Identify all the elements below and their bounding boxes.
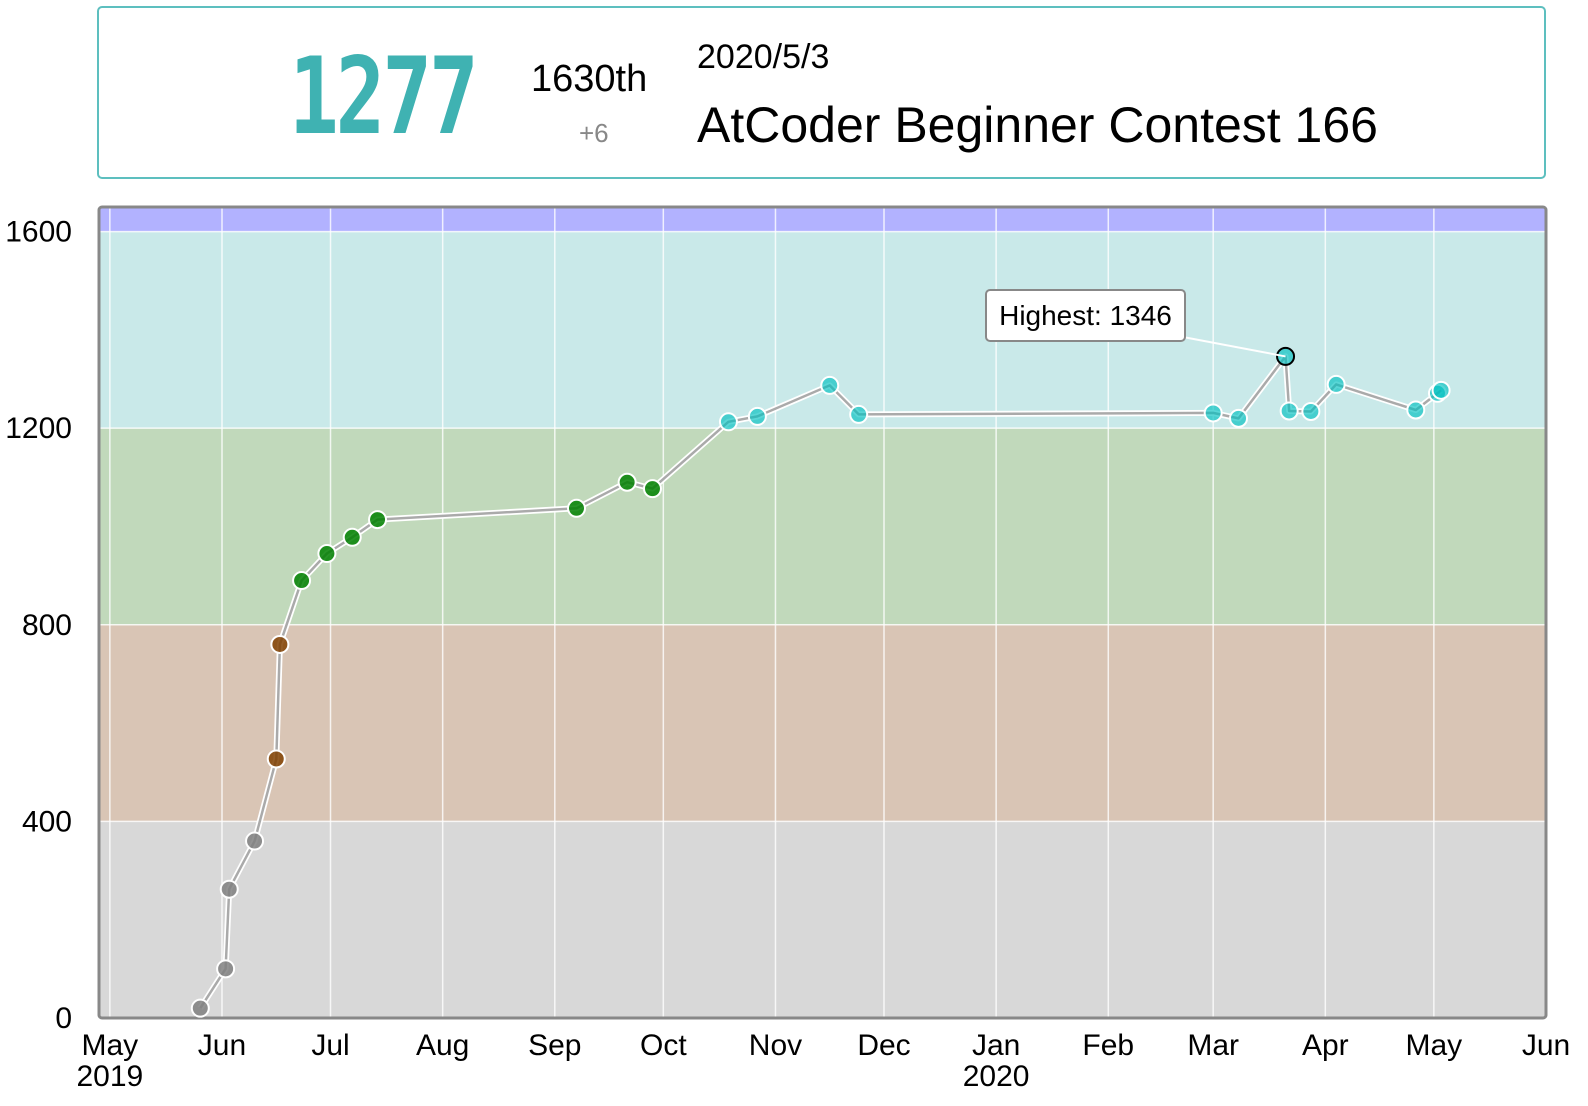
x-tick-year-label: 2019: [76, 1060, 143, 1093]
x-tick-label: Aug: [416, 1029, 469, 1062]
x-tick-label: Mar: [1187, 1029, 1239, 1062]
rating-diff: +6: [579, 118, 609, 148]
rating-point: [190, 998, 210, 1018]
rating-band-2: [99, 428, 1546, 625]
highest-annotation-box: [985, 289, 1186, 342]
y-tick-label: 1600: [5, 216, 72, 249]
rating-point: [1229, 408, 1249, 428]
rating-point: [642, 479, 662, 499]
x-tick-label: Sep: [528, 1029, 581, 1062]
y-tick-label: 800: [22, 609, 72, 642]
x-tick-label: Jul: [311, 1029, 349, 1062]
rating-band-1: [99, 624, 1546, 822]
rating-point: [1279, 401, 1299, 421]
x-tick-year-label: 2020: [963, 1060, 1030, 1093]
rating-point: [342, 527, 362, 547]
highest-annotation-text: Highest: 1346: [999, 300, 1172, 331]
rating-point: [245, 831, 265, 851]
rating-point: [820, 375, 840, 395]
contest-name: AtCoder Beginner Contest 166: [697, 97, 1378, 153]
x-tick-label: Dec: [857, 1029, 910, 1062]
rating-point: [718, 412, 738, 432]
rating-point: [219, 879, 239, 899]
x-tick-label: Apr: [1302, 1029, 1349, 1062]
x-tick-label: Nov: [749, 1029, 802, 1062]
rating-point: [747, 406, 767, 426]
rating-point: [1406, 400, 1426, 420]
rating-band-3: [99, 231, 1546, 429]
rating-point: [1431, 380, 1451, 400]
y-tick-label: 0: [55, 1002, 72, 1035]
rating-band-0: [99, 821, 1546, 1018]
rating-point: [1203, 403, 1223, 423]
rating-point: [567, 498, 587, 518]
current-rating: 1277: [289, 35, 479, 158]
contest-date: 2020/5/3: [697, 38, 830, 76]
rating-point: [617, 472, 637, 492]
x-tick-label: May: [82, 1029, 139, 1062]
plot-border: [97, 205, 1548, 1020]
x-tick-label: Jan: [972, 1029, 1020, 1062]
contest-rank: 1630th: [531, 58, 648, 100]
x-tick-label: Feb: [1082, 1029, 1134, 1062]
x-tick-label: Jun: [198, 1029, 246, 1062]
annotation-connector: [1182, 336, 1286, 358]
rating-point: [1326, 374, 1346, 394]
rating-point: [292, 571, 312, 591]
y-tick-label: 400: [22, 805, 72, 838]
rating-point: [216, 959, 236, 979]
rating-point: [849, 404, 869, 424]
x-tick-label: Jun: [1522, 1029, 1570, 1062]
rating-point: [266, 749, 286, 769]
y-tick-label: 1200: [5, 412, 72, 445]
x-tick-label: May: [1406, 1029, 1463, 1062]
rating-point: [270, 634, 290, 654]
rating-band-4: [99, 207, 1546, 232]
contest-status-box: 1277 1630th +6 2020/5/3 AtCoder Beginner…: [97, 6, 1546, 179]
rating-point: [368, 510, 388, 530]
rating-point: [317, 544, 337, 564]
x-tick-label: Oct: [640, 1029, 687, 1062]
rating-point: [1301, 401, 1321, 421]
